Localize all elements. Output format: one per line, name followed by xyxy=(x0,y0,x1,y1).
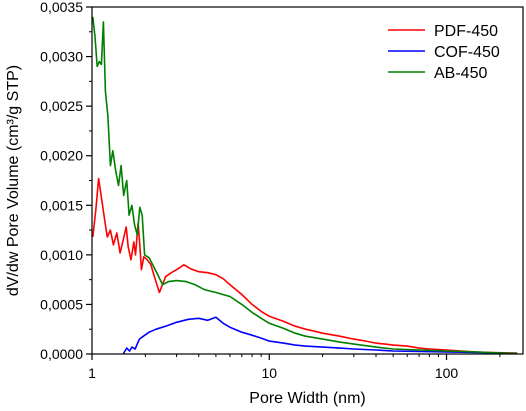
legend-label-ab-450: AB-450 xyxy=(434,65,487,82)
legend-label-pdf-450: PDF-450 xyxy=(434,23,498,40)
series-layer xyxy=(92,16,518,355)
legend: PDF-450 COF-450 AB-450 xyxy=(388,23,500,82)
y-tick-label: 0,0035 xyxy=(40,0,83,15)
y-axis-title: dV/dw Pore Volume (cm³/g STP) xyxy=(5,65,22,296)
series-line-cof-450 xyxy=(122,316,518,355)
x-tick-label: 100 xyxy=(435,365,459,381)
series-line-pdf-450 xyxy=(92,177,518,354)
x-tick-label: 10 xyxy=(261,365,277,381)
axis-tick-labels: 0,0000 0,0005 0,0010 0,0015 0,0020 0,0025 0,00… xyxy=(40,0,458,381)
series-line-ab-450 xyxy=(92,16,518,355)
legend-label-cof-450: COF-450 xyxy=(434,44,500,61)
y-tick-label: 0,0000 xyxy=(40,346,83,362)
x-axis-title: Pore Width (nm) xyxy=(249,390,365,407)
x-tick-label: 1 xyxy=(88,365,96,381)
y-tick-label: 0,0020 xyxy=(40,148,83,164)
y-tick-label: 0,0005 xyxy=(40,296,83,312)
y-tick-label: 0,0010 xyxy=(40,247,83,263)
y-tick-label: 0,0030 xyxy=(40,49,83,65)
axis-ticks xyxy=(86,6,501,360)
y-tick-label: 0,0025 xyxy=(40,98,83,114)
y-tick-label: 0,0015 xyxy=(40,197,83,213)
